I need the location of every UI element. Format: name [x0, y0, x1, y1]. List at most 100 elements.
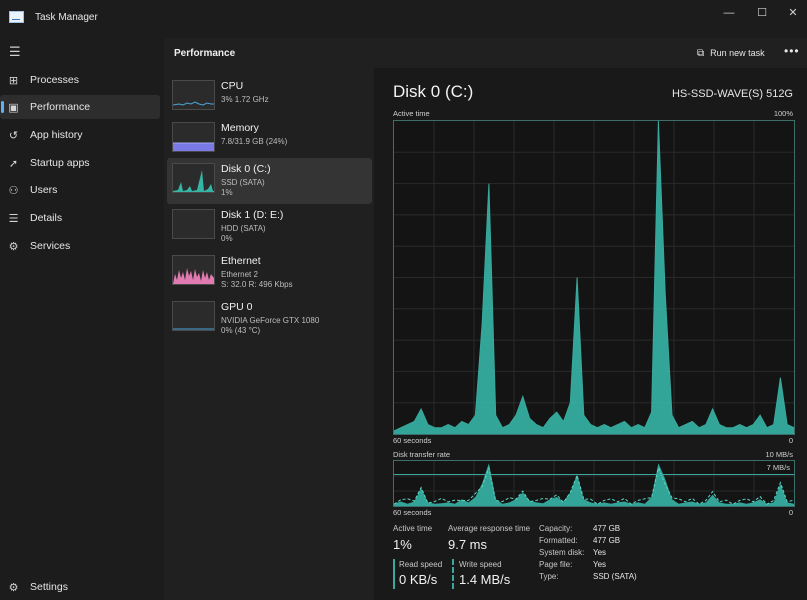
write-speed-label: Write speed — [459, 560, 502, 569]
maximize-button[interactable]: ☐ — [757, 7, 767, 19]
system-disk-label: System disk: — [539, 548, 585, 557]
disk-title: Disk 0 (C:) — [393, 82, 474, 101]
processes-icon: ⊞ — [8, 74, 19, 87]
services-icon: ⚙ — [8, 240, 19, 253]
nav-item-label: Startup apps — [30, 157, 90, 169]
minimize-button[interactable]: — — [723, 7, 735, 19]
active-time-duration-label: 60 seconds — [393, 436, 432, 445]
device-name: Disk 0 (C:) — [221, 163, 271, 175]
active-time-graph-label: Active time — [393, 109, 430, 118]
transfer-rate-graph — [393, 460, 795, 507]
read-speed-value: 0 KB/s — [399, 572, 438, 587]
device-detail: HDD (SATA) — [221, 224, 266, 233]
capacity-label: Capacity: — [539, 524, 573, 533]
system-disk-value: Yes — [593, 548, 607, 557]
window-title: Task Manager — [35, 12, 98, 23]
device-item-memory[interactable]: Memory 7.8/31.9 GB (24%) — [167, 117, 372, 163]
disk-0-thumbnail-graph — [172, 163, 215, 193]
navigation-pane: ☰ ⊞ Processes ▣ Performance ↺ App histor… — [0, 38, 164, 600]
more-options-button[interactable]: ••• — [784, 44, 800, 58]
device-item-disk-0[interactable]: Disk 0 (C:) SSD (SATA) 1% — [167, 158, 372, 204]
device-name: Ethernet — [221, 255, 261, 267]
device-usage: 0% (43 °C) — [221, 326, 261, 335]
type-label: Type: — [539, 572, 559, 581]
nav-item-services[interactable]: ⚙ Services — [0, 234, 160, 258]
device-detail: SSD (SATA) — [221, 178, 265, 187]
page-file-value: Yes — [593, 560, 607, 569]
transfer-write-line — [394, 465, 794, 505]
memory-thumbnail-graph — [172, 122, 215, 152]
disk-detail-panel: Disk 0 (C:) HS-SSD-WAVE(S) 512G Active t… — [374, 68, 807, 600]
device-detail: Ethernet 2 — [221, 270, 258, 279]
nav-item-startup-apps[interactable]: ➚ Startup apps — [0, 151, 160, 175]
active-time-min-label: 0 — [788, 436, 793, 445]
users-icon: ⚇ — [8, 184, 19, 197]
device-usage: 0% — [221, 234, 233, 243]
nav-item-label: App history — [30, 129, 83, 141]
device-usage: 1% — [221, 188, 233, 197]
active-time-label: Active time — [393, 524, 433, 533]
run-task-icon: ⧉ — [697, 47, 705, 59]
startup-icon: ➚ — [8, 157, 19, 170]
formatted-label: Formatted: — [539, 536, 578, 545]
disk-1-thumbnail-graph — [172, 209, 215, 239]
page-title: Performance — [174, 48, 236, 59]
nav-item-details[interactable]: ☰ Details — [0, 206, 160, 230]
app-history-icon: ↺ — [8, 129, 19, 142]
nav-item-users[interactable]: ⚇ Users — [0, 178, 160, 202]
type-value: SSD (SATA) — [593, 572, 637, 581]
settings-gear-icon: ⚙ — [8, 581, 19, 594]
gpu-thumbnail-graph — [172, 301, 215, 331]
device-item-disk-1[interactable]: Disk 1 (D: E:) HDD (SATA) 0% — [167, 204, 372, 250]
formatted-value: 477 GB — [593, 536, 621, 545]
close-button[interactable]: ✕ — [788, 7, 798, 19]
nav-item-processes[interactable]: ⊞ Processes — [0, 68, 160, 92]
run-new-task-button[interactable]: ⧉ Run new task — [697, 45, 765, 61]
cpu-thumbnail-graph — [172, 80, 215, 110]
disk-model: HS-SSD-WAVE(S) 512G — [671, 88, 793, 100]
device-name: Memory — [221, 122, 259, 134]
active-time-max-label: 100% — [773, 109, 793, 118]
read-speed-indicator — [393, 559, 395, 589]
active-time-chart — [394, 121, 794, 434]
nav-item-label: Settings — [30, 581, 68, 593]
write-speed-indicator — [452, 559, 454, 589]
page-header: Performance ⧉ Run new task ••• — [164, 38, 807, 68]
transfer-rate-duration-label: 60 seconds — [393, 508, 432, 517]
device-name: CPU — [221, 80, 244, 92]
device-item-gpu-0[interactable]: GPU 0 NVIDIA GeForce GTX 1080 0% (43 °C) — [167, 296, 372, 342]
title-bar: Task Manager — ☐ ✕ — [0, 0, 807, 38]
device-detail: 3% 1.72 GHz — [221, 95, 269, 104]
capacity-value: 477 GB — [593, 524, 621, 533]
device-detail: 7.8/31.9 GB (24%) — [221, 137, 288, 146]
avg-response-value: 9.7 ms — [448, 537, 488, 552]
nav-item-label: Services — [30, 240, 71, 252]
performance-icon: ▣ — [8, 101, 19, 114]
disk-stats: Active time 1% Average response time 9.7… — [393, 524, 793, 600]
device-name: GPU 0 — [221, 301, 253, 313]
device-item-cpu[interactable]: CPU 3% 1.72 GHz — [167, 75, 372, 121]
task-manager-icon — [9, 11, 24, 23]
nav-item-label: Details — [30, 212, 63, 224]
transfer-rate-graph-label: Disk transfer rate — [393, 450, 451, 459]
nav-item-performance[interactable]: ▣ Performance — [0, 95, 160, 119]
device-detail: NVIDIA GeForce GTX 1080 — [221, 316, 320, 325]
active-time-value: 1% — [393, 537, 412, 552]
device-usage: S: 32.0 R: 496 Kbps — [221, 280, 293, 289]
transfer-rate-mid-label: 7 MB/s — [765, 463, 791, 472]
write-speed-value: 1.4 MB/s — [459, 572, 511, 587]
nav-item-settings[interactable]: ⚙ Settings — [0, 575, 160, 599]
device-name: Disk 1 (D: E:) — [221, 209, 284, 221]
read-speed-label: Read speed — [399, 560, 443, 569]
avg-response-label: Average response time — [448, 524, 531, 533]
nav-item-app-history[interactable]: ↺ App history — [0, 123, 160, 147]
nav-item-label: Users — [30, 184, 58, 196]
device-item-ethernet[interactable]: Ethernet Ethernet 2 S: 32.0 R: 496 Kbps — [167, 250, 372, 296]
page-file-label: Page file: — [539, 560, 573, 569]
hamburger-menu-icon[interactable]: ☰ — [9, 44, 21, 59]
nav-item-label: Performance — [30, 101, 91, 113]
transfer-rate-chart — [394, 461, 794, 506]
active-time-graph — [393, 120, 795, 435]
device-list: CPU 3% 1.72 GHz Memory 7.8/31.9 GB (24%)… — [164, 68, 374, 600]
transfer-rate-min-label: 0 — [788, 508, 793, 517]
